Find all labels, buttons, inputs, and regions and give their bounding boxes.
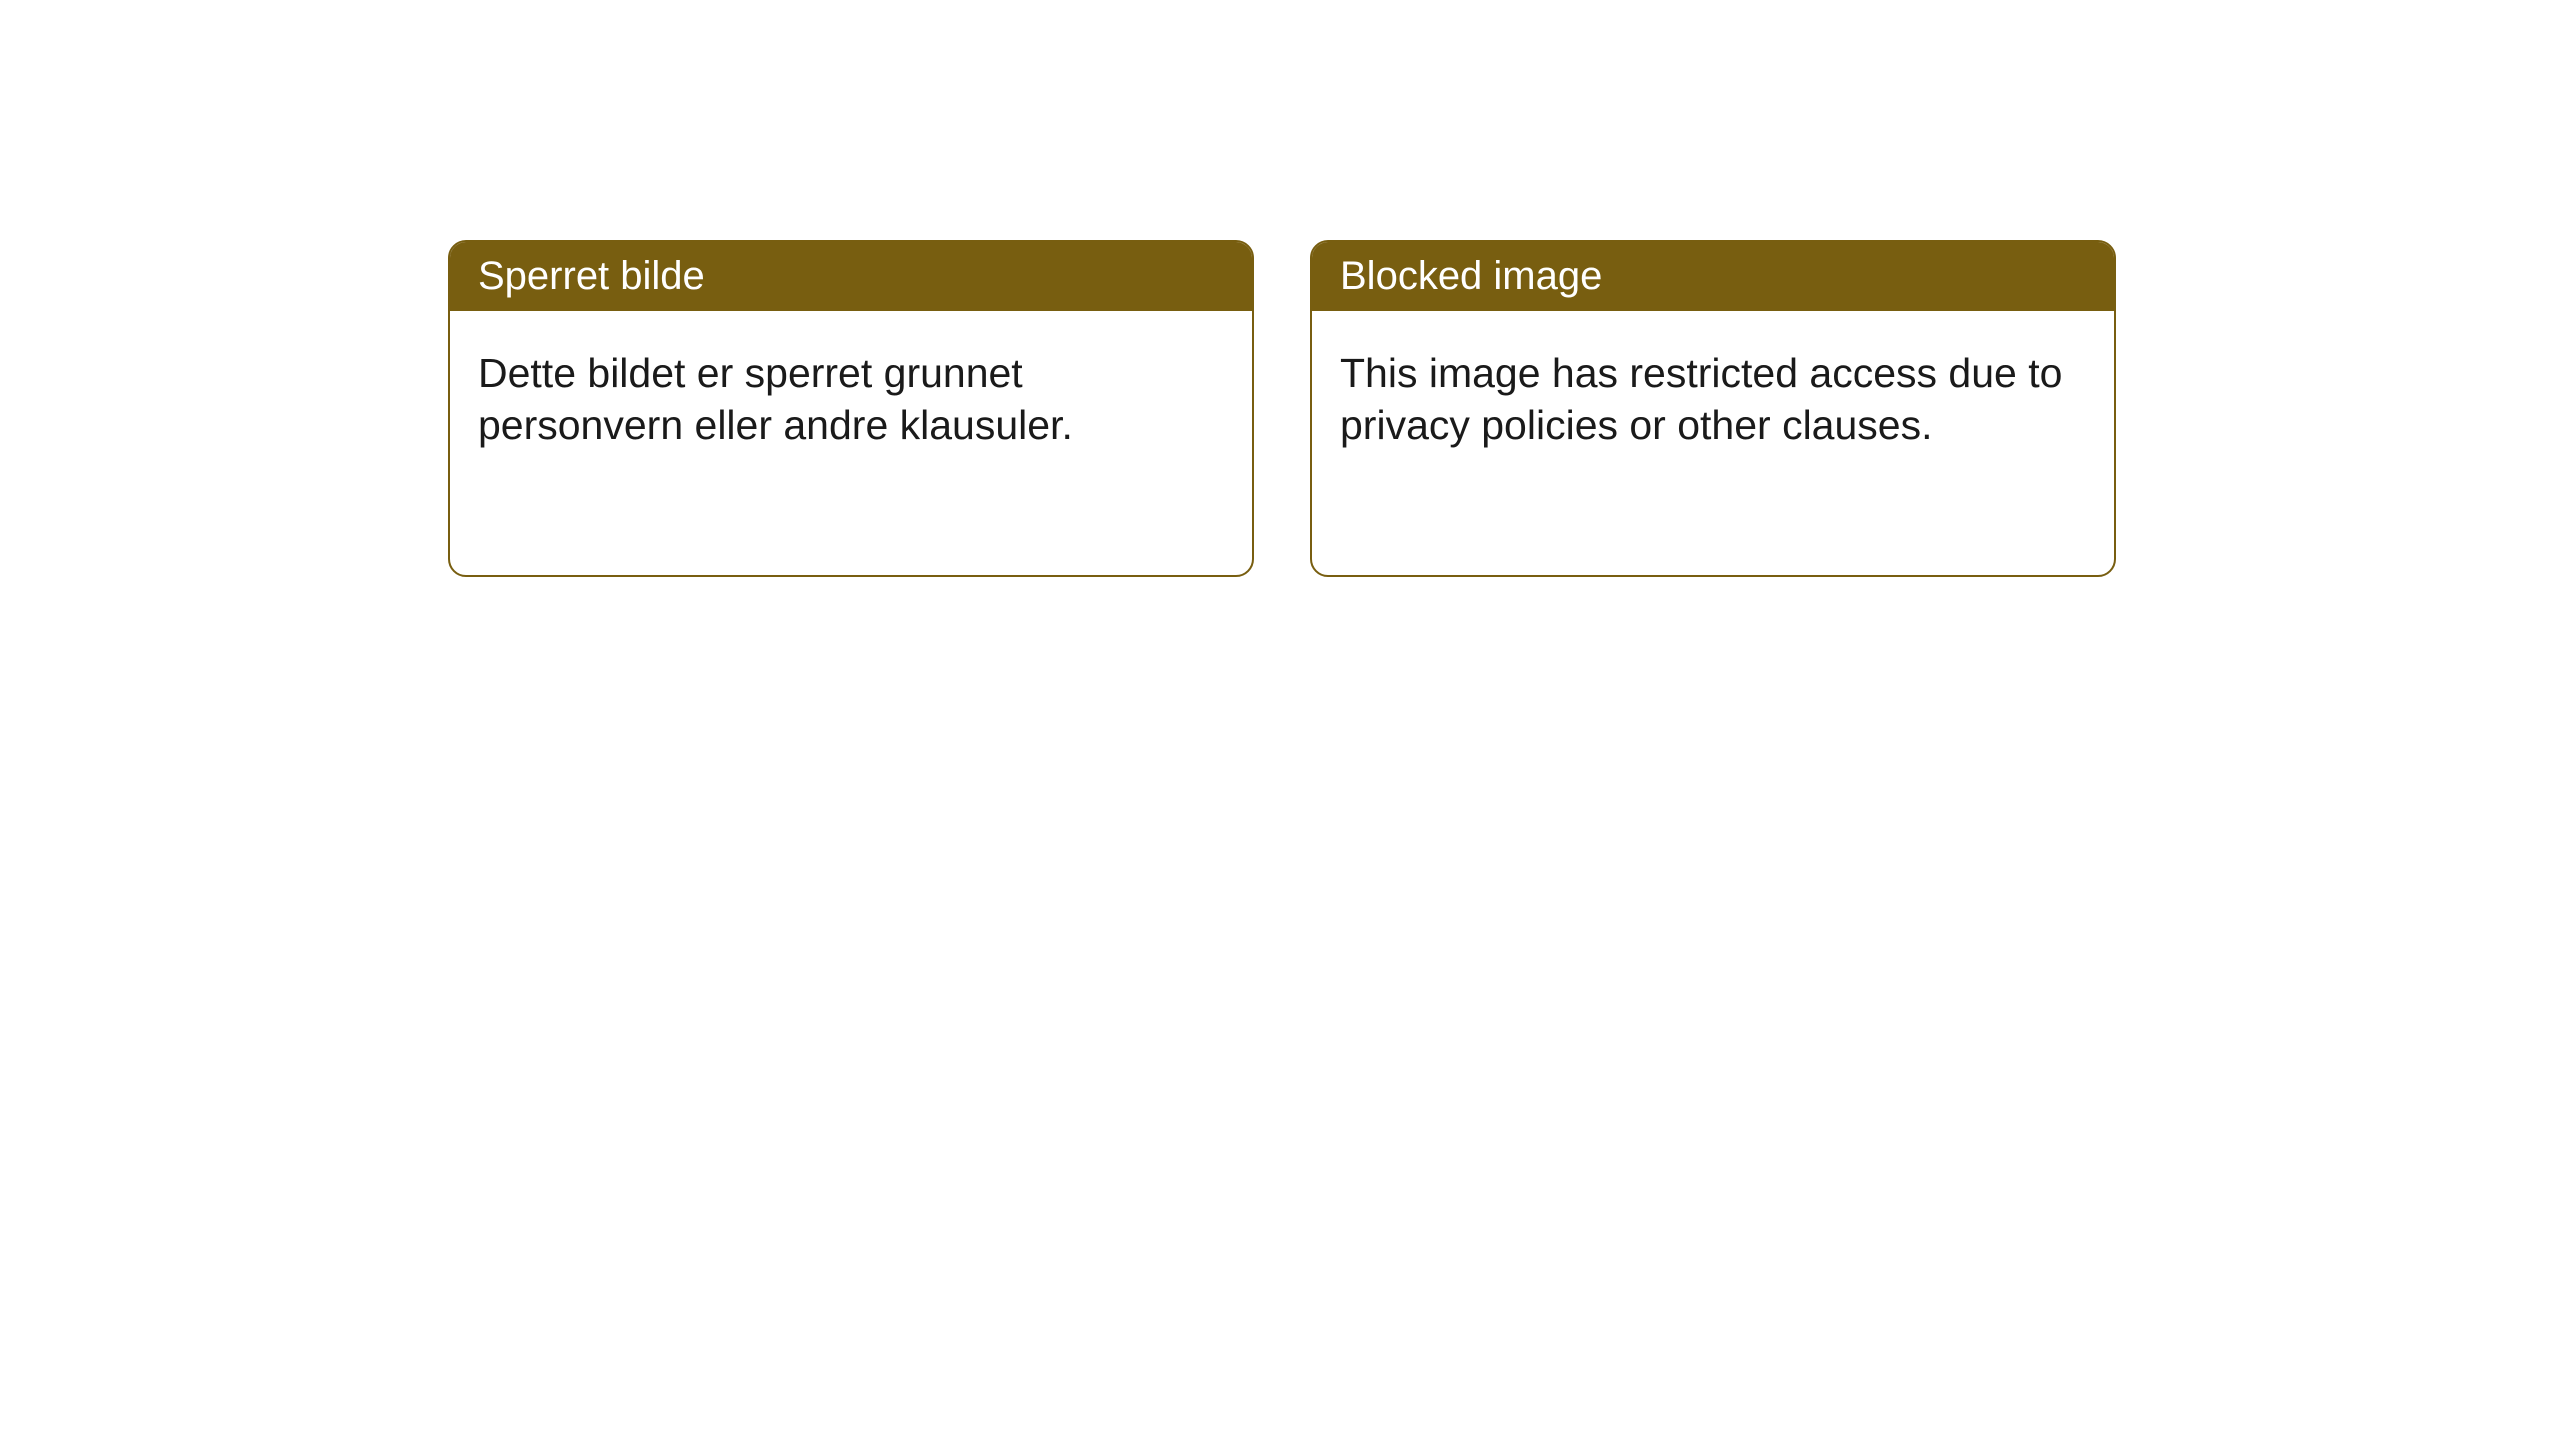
notice-cards-container: Sperret bilde Dette bildet er sperret gr… — [0, 0, 2560, 577]
notice-card-title: Sperret bilde — [478, 254, 705, 298]
notice-card-body: This image has restricted access due to … — [1312, 311, 2114, 488]
notice-card-header: Blocked image — [1312, 242, 2114, 311]
notice-card-body: Dette bildet er sperret grunnet personve… — [450, 311, 1252, 488]
notice-card-norwegian: Sperret bilde Dette bildet er sperret gr… — [448, 240, 1254, 577]
notice-card-header: Sperret bilde — [450, 242, 1252, 311]
notice-card-body-text: Dette bildet er sperret grunnet personve… — [478, 350, 1073, 448]
notice-card-body-text: This image has restricted access due to … — [1340, 350, 2062, 448]
notice-card-title: Blocked image — [1340, 254, 1602, 298]
notice-card-english: Blocked image This image has restricted … — [1310, 240, 2116, 577]
